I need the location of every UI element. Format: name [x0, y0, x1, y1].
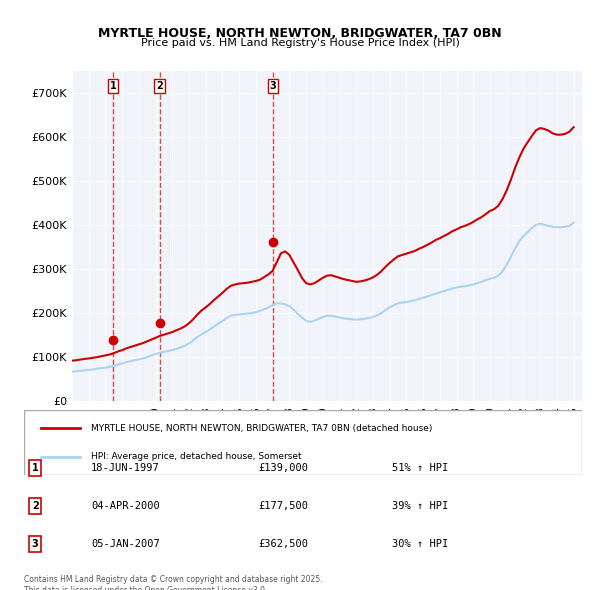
Text: 1: 1	[32, 463, 38, 473]
Text: 3: 3	[32, 539, 38, 549]
FancyBboxPatch shape	[24, 410, 582, 475]
Text: 18-JUN-1997: 18-JUN-1997	[91, 463, 160, 473]
Text: MYRTLE HOUSE, NORTH NEWTON, BRIDGWATER, TA7 0BN: MYRTLE HOUSE, NORTH NEWTON, BRIDGWATER, …	[98, 27, 502, 40]
Text: MYRTLE HOUSE, NORTH NEWTON, BRIDGWATER, TA7 0BN (detached house): MYRTLE HOUSE, NORTH NEWTON, BRIDGWATER, …	[91, 424, 433, 432]
Text: 2: 2	[157, 81, 163, 91]
Text: HPI: Average price, detached house, Somerset: HPI: Average price, detached house, Some…	[91, 453, 302, 461]
Text: 39% ↑ HPI: 39% ↑ HPI	[392, 501, 449, 511]
Text: 1: 1	[110, 81, 116, 91]
Text: 51% ↑ HPI: 51% ↑ HPI	[392, 463, 449, 473]
Text: £139,000: £139,000	[259, 463, 308, 473]
Text: 3: 3	[269, 81, 276, 91]
Text: £177,500: £177,500	[259, 501, 308, 511]
Text: 30% ↑ HPI: 30% ↑ HPI	[392, 539, 449, 549]
Text: £362,500: £362,500	[259, 539, 308, 549]
Text: 05-JAN-2007: 05-JAN-2007	[91, 539, 160, 549]
Text: Price paid vs. HM Land Registry's House Price Index (HPI): Price paid vs. HM Land Registry's House …	[140, 38, 460, 48]
Text: 2: 2	[32, 501, 38, 511]
Text: Contains HM Land Registry data © Crown copyright and database right 2025.
This d: Contains HM Land Registry data © Crown c…	[24, 575, 323, 590]
Text: 04-APR-2000: 04-APR-2000	[91, 501, 160, 511]
